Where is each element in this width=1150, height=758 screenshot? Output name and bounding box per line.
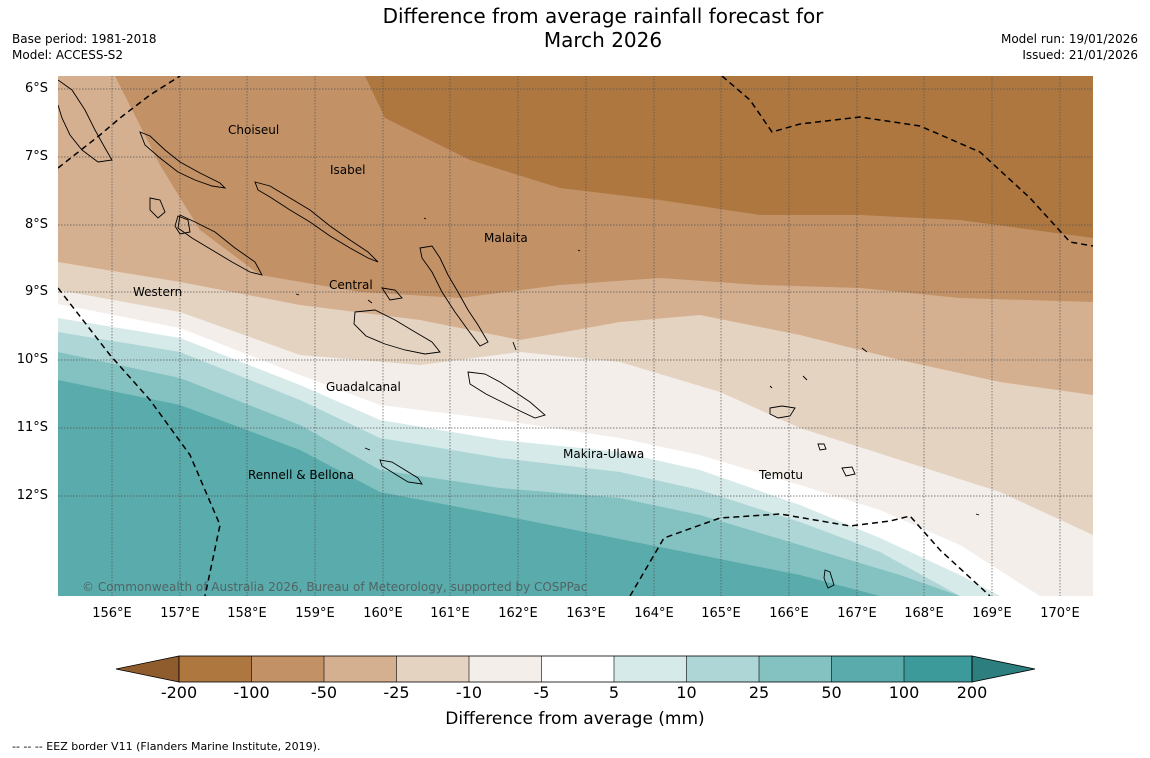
isabel-coast: [254, 181, 379, 263]
lat-label: 6°S: [24, 81, 48, 96]
lon-label: 160°E: [363, 606, 403, 621]
choiseul-coast: [139, 131, 227, 189]
tikopia-coast: [823, 569, 835, 589]
lon-label: 159°E: [295, 606, 335, 621]
coastlines: [58, 79, 980, 589]
lon-label: 158°E: [227, 606, 267, 621]
model-name: Model: ACCESS-S2: [12, 48, 124, 62]
colorbar: [115, 655, 1036, 683]
lon-label: 169°E: [972, 606, 1012, 621]
colorbar-tick-label: -200: [160, 683, 198, 702]
makira-coast: [467, 371, 546, 419]
vella-lavella-coast: [149, 197, 166, 219]
graticule: [58, 76, 1093, 596]
lon-label: 167°E: [837, 606, 877, 621]
lon-label: 166°E: [769, 606, 809, 621]
florida-islands-coast: [381, 287, 403, 301]
lon-label: 161°E: [430, 606, 470, 621]
small-islets: [295, 217, 980, 516]
lon-label: 157°E: [160, 606, 200, 621]
colorbar-tick-label: -100: [233, 683, 270, 702]
lat-label: 11°S: [16, 420, 48, 435]
lon-label: 165°E: [701, 606, 741, 621]
map-title: Difference from average rainfall forecas…: [303, 4, 903, 52]
lon-label: 156°E: [92, 606, 132, 621]
lon-label: 164°E: [634, 606, 674, 621]
lon-label: 168°E: [904, 606, 944, 621]
lon-label: 162°E: [498, 606, 538, 621]
lat-label: 12°S: [16, 488, 48, 503]
colorbar-tick-label: 25: [748, 683, 770, 702]
colorbar-tick-label: -50: [310, 683, 338, 702]
kolombangara-coast: [174, 215, 191, 235]
place-label-isabel: Isabel: [330, 163, 366, 177]
lat-label: 7°S: [24, 149, 48, 164]
place-label-temotu: Temotu: [759, 468, 804, 482]
colorbar-swatch: [831, 656, 904, 682]
issued-date: Issued: 21/01/2026: [1022, 48, 1138, 62]
colorbar-swatch: [759, 656, 832, 682]
colorbar-swatch: [686, 656, 759, 682]
vanikoro-coast: [841, 466, 856, 477]
model-run: Model run: 19/01/2026: [1000, 32, 1138, 46]
place-label-central: Central: [329, 278, 373, 292]
lon-label: 170°E: [1040, 606, 1080, 621]
colorbar-swatch: [904, 656, 972, 682]
colorbar-tick-label: 100: [888, 683, 920, 702]
colorbar-tick-label: 50: [821, 683, 842, 702]
rennell-coast: [379, 459, 423, 485]
eez-footnote: -- -- -- EEZ border V11 (Flanders Marine…: [12, 740, 321, 753]
lon-label: 163°E: [566, 606, 606, 621]
colorbar-swatch: [179, 656, 252, 682]
colorbar-swatch: [614, 656, 687, 682]
lat-label: 10°S: [16, 352, 48, 367]
colorbar-tick-label: -5: [533, 683, 550, 702]
ndeni-coast: [769, 405, 796, 419]
meta-right: Model run: 19/01/2026 Issued: 21/01/2026: [1001, 31, 1138, 63]
place-label-rennell-bellona: Rennell & Bellona: [248, 468, 355, 482]
title-line-1: Difference from average rainfall forecas…: [382, 4, 824, 28]
place-label-guadalcanal: Guadalcanal: [326, 380, 401, 394]
colorbar-tick-label: -10: [455, 683, 483, 702]
colorbar-tick-label: -25: [383, 683, 410, 702]
colorbar-tick-label: 5: [608, 683, 620, 702]
colorbar-swatch: [324, 656, 397, 682]
guadalcanal-coast: [353, 309, 441, 355]
contour-fills: [58, 76, 1093, 596]
place-label-western: Western: [133, 285, 183, 299]
title-line-2: March 2026: [543, 28, 663, 52]
place-label-makira-ulawa: Makira-Ulawa: [563, 447, 645, 461]
bougainville-coast: [58, 79, 113, 163]
place-label-choiseul: Choiseul: [228, 123, 280, 137]
lat-label: 8°S: [24, 217, 48, 232]
eez-border: [58, 76, 1093, 596]
colorbar-swatch: [469, 656, 542, 682]
base-period: Base period: 1981-2018: [12, 32, 157, 46]
utupua-coast: [817, 443, 827, 451]
colorbar-title: Difference from average (mm): [445, 709, 705, 729]
colorbar-tick-label: 200: [956, 683, 988, 702]
colorbar-under-arrow: [115, 655, 180, 683]
malaita-coast: [419, 245, 489, 347]
lat-label: 9°S: [24, 284, 48, 299]
colorbar-over-arrow: [971, 655, 1036, 683]
meta-left: Base period: 1981-2018 Model: ACCESS-S2: [12, 31, 157, 63]
colorbar-swatch: [541, 656, 614, 682]
place-label-malaita: Malaita: [484, 231, 528, 245]
band-minus100-minus200: [365, 76, 1093, 238]
colorbar-tick-label: 10: [676, 683, 697, 702]
copyright-notice: © Commonwealth of Australia 2026, Bureau…: [82, 580, 588, 594]
colorbar-swatch: [251, 656, 324, 682]
colorbar-swatch: [396, 656, 469, 682]
new-georgia-coast: [177, 214, 263, 276]
